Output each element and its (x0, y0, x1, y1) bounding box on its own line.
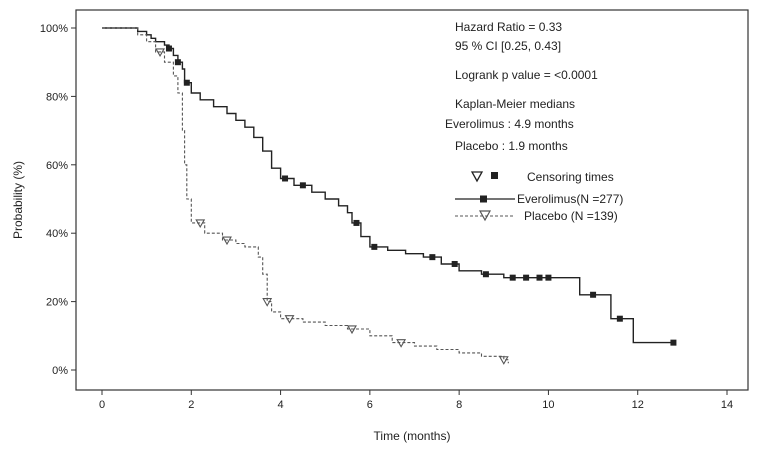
censor-marker-placebo (262, 298, 273, 307)
legend-censor-triangle-icon (470, 171, 484, 183)
annotation-ci: 95 % CI [0.25, 0.43] (455, 39, 561, 53)
censor-marker-everolimus (451, 260, 458, 267)
legend-header: Censoring times (527, 170, 614, 184)
x-tick-label: 0 (99, 399, 105, 411)
x-tick-label: 2 (188, 399, 194, 411)
censor-marker-everolimus (429, 254, 436, 261)
legend-marker-everolimus-icon (480, 195, 487, 203)
censor-marker-everolimus (670, 339, 677, 346)
censor-marker-placebo (347, 325, 357, 335)
censor-marker-everolimus (371, 243, 378, 250)
censor-marker-everolimus (353, 219, 360, 226)
series-layer (102, 27, 677, 365)
censor-marker-placebo (195, 219, 206, 229)
annotation-everolimus-median: Everolimus : 4.9 months (445, 117, 574, 131)
legend-censor-square-icon (491, 172, 498, 179)
censor-marker-everolimus (523, 274, 530, 281)
y-tick-label: 60% (46, 160, 68, 172)
y-tick-label: 0% (52, 365, 68, 377)
annotation-placebo-median: Placebo : 1.9 months (455, 139, 568, 153)
y-tick-label: 80% (46, 91, 68, 103)
censor-marker-placebo (284, 315, 295, 324)
legend-marker-placebo-icon (478, 210, 492, 222)
x-tick-label: 4 (278, 399, 284, 411)
censor-marker-everolimus (616, 315, 623, 322)
censor-marker-placebo (498, 356, 509, 365)
y-tick-label: 20% (46, 297, 68, 309)
annotation-logrank: Logrank p value = <0.0001 (455, 68, 598, 82)
censor-marker-everolimus (183, 79, 190, 86)
x-tick-label: 10 (542, 399, 554, 411)
censor-marker-everolimus (174, 59, 181, 66)
x-tick-label: 8 (456, 399, 462, 411)
annotation-layer: Hazard Ratio = 0.33 95 % CI [0.25, 0.43]… (445, 20, 598, 153)
censor-marker-everolimus (299, 182, 306, 189)
plot-frame (75, 9, 749, 391)
censor-marker-placebo (222, 236, 232, 246)
censor-marker-everolimus (590, 291, 597, 298)
censor-marker-everolimus (165, 45, 172, 52)
censor-marker-everolimus (509, 274, 516, 281)
legend-label-placebo: Placebo (N =139) (524, 209, 618, 223)
censor-marker-placebo (155, 48, 165, 58)
annotation-km-medians-title: Kaplan-Meier medians (455, 97, 575, 111)
series-line-placebo (102, 27, 509, 364)
legend-label-everolimus: Everolimus(N =277) (517, 192, 623, 206)
censor-marker-everolimus (482, 271, 489, 278)
x-axis-title: Time (months) (374, 429, 451, 443)
axes-layer: 0 2 4 6 8 10 12 14 0% 20% 40% 60% 80% 100% Time (month… (11, 9, 749, 443)
x-tick-label: 6 (367, 399, 373, 411)
y-axis-title: Probability (%) (11, 161, 25, 239)
censor-marker-everolimus (536, 274, 543, 281)
x-tick-label: 14 (721, 399, 733, 411)
censor-marker-everolimus (545, 274, 552, 281)
censor-marker-everolimus (282, 175, 289, 182)
annotation-hazard-ratio: Hazard Ratio = 0.33 (455, 20, 562, 34)
x-tick-label: 12 (632, 399, 644, 411)
legend: Censoring times Everolimus(N =277) Place… (455, 170, 623, 223)
y-tick-label: 100% (40, 23, 68, 35)
y-tick-label: 40% (46, 228, 68, 240)
censor-marker-placebo (396, 339, 407, 348)
